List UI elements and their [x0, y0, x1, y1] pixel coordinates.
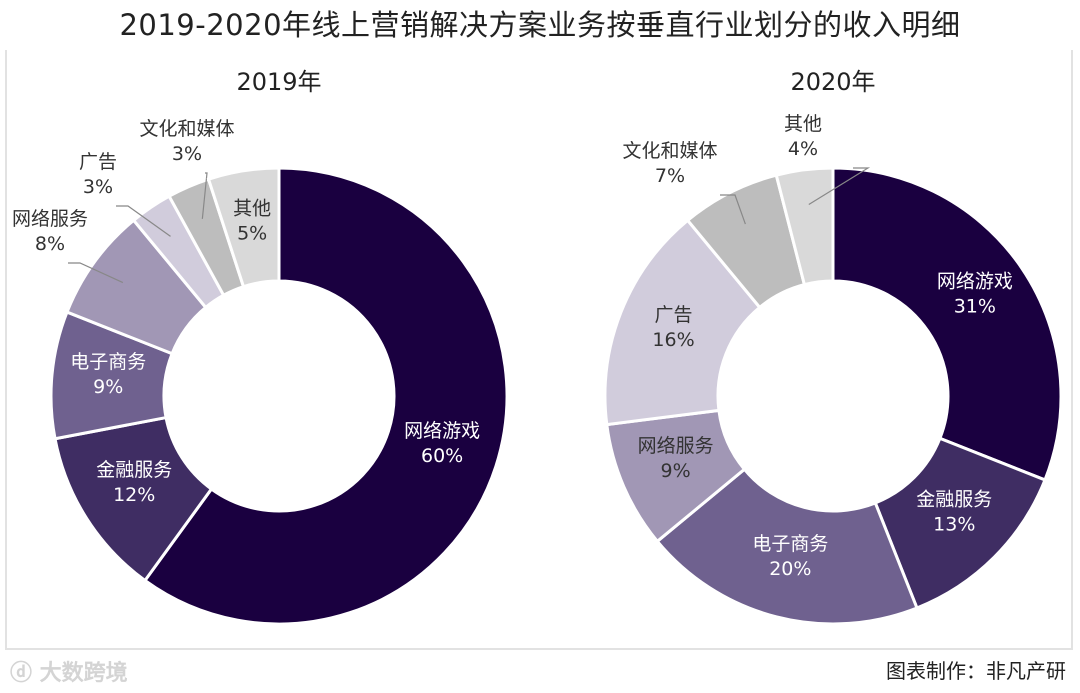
- slice-value-label: 5%: [237, 223, 267, 245]
- leader-line: [720, 194, 746, 225]
- watermark-text: 大数跨境: [39, 661, 128, 686]
- slice-电子商务: [655, 467, 919, 626]
- slice-label: 网络游戏: [404, 420, 480, 442]
- slice-网络游戏: [831, 166, 1063, 482]
- slice-value-label: 13%: [933, 513, 975, 535]
- slice-label: 广告: [655, 304, 693, 326]
- slice-value-label: 20%: [769, 558, 811, 580]
- slice-value-label: 9%: [93, 376, 123, 398]
- slice-label: 其他: [233, 198, 271, 220]
- slice-label: 文化和媒体: [139, 118, 234, 140]
- slice-label: 网络服务: [638, 435, 714, 457]
- chart-source: 图表制作：非凡产研: [886, 659, 1066, 683]
- leader-line: [201, 172, 208, 219]
- slice-value-label: 31%: [954, 296, 996, 318]
- leader-line: [808, 167, 871, 206]
- slice-value-label: 9%: [661, 460, 691, 482]
- slice-网络游戏: [142, 166, 509, 626]
- slice-value-label: 8%: [35, 233, 65, 255]
- slice-value-label: 12%: [113, 484, 155, 506]
- slice-label: 广告: [79, 151, 117, 173]
- slice-广告: [603, 218, 762, 427]
- chart-title: 2019-2020年线上营销解决方案业务按垂直行业划分的收入明细: [119, 8, 961, 42]
- slice-value-label: 16%: [652, 329, 694, 351]
- slice-label: 金融服务: [96, 459, 172, 481]
- slice-value-label: 7%: [655, 165, 685, 187]
- slice-label: 其他: [784, 113, 822, 135]
- slice-其他: [774, 166, 835, 287]
- donut-title: 2019年: [236, 68, 321, 96]
- slice-label: 网络服务: [12, 208, 88, 230]
- slice-label: 金融服务: [916, 488, 992, 510]
- donut-title: 2020年: [790, 68, 875, 96]
- leader-line: [116, 205, 171, 237]
- watermark: ⓓ 大数跨境: [10, 661, 128, 686]
- slice-value-label: 60%: [421, 445, 463, 467]
- leader-line: [68, 262, 124, 284]
- slice-label: 电子商务: [752, 533, 828, 555]
- slice-value-label: 4%: [788, 138, 818, 160]
- slice-其他: [206, 166, 281, 289]
- slice-label: 电子商务: [70, 351, 146, 373]
- slice-value-label: 3%: [83, 176, 113, 198]
- slice-label: 文化和媒体: [622, 140, 717, 162]
- slice-value-label: 3%: [172, 143, 202, 165]
- slice-label: 网络游戏: [937, 271, 1013, 293]
- chart-frame: [5, 50, 1073, 650]
